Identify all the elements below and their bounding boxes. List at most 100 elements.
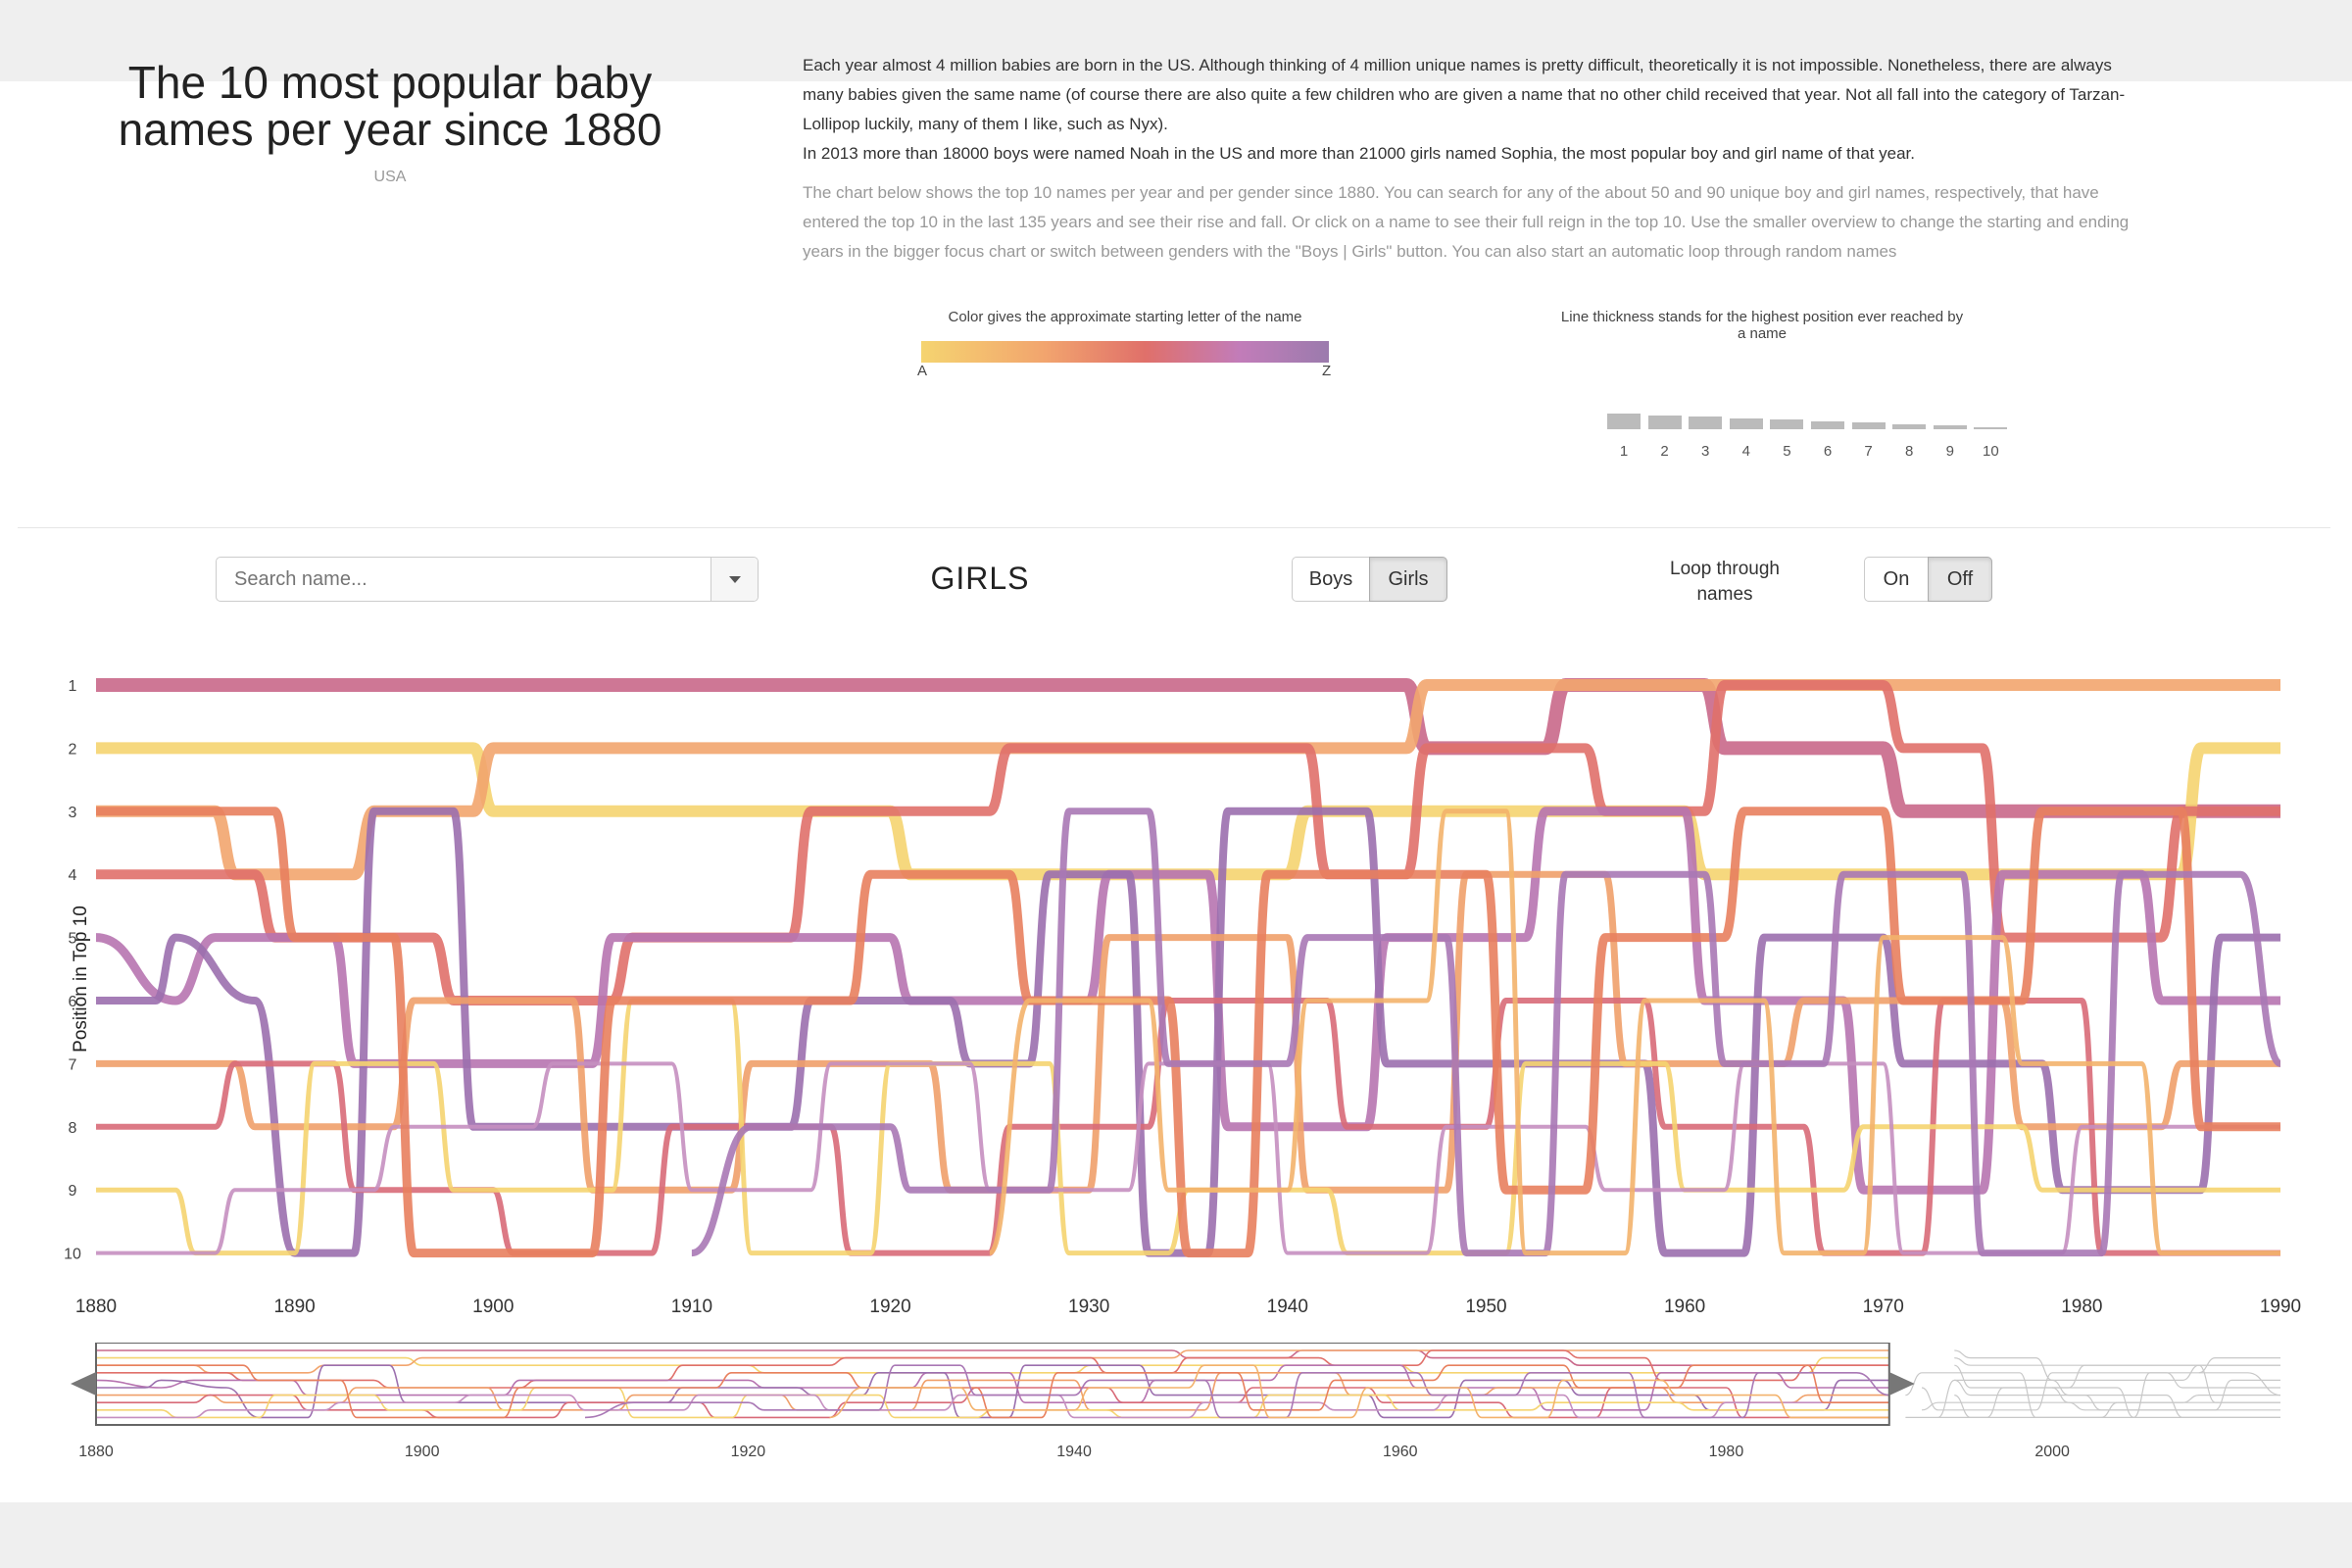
x-tick-1880: 1880	[75, 1297, 117, 1317]
overview-rest-line-12	[1905, 1372, 2280, 1418]
overview-rest-line-5	[1921, 1372, 2280, 1411]
overview-rest-line-6	[1954, 1379, 2280, 1411]
overview-x-tick-1980: 1980	[1709, 1444, 1744, 1460]
overview-line-6	[96, 1364, 1889, 1419]
y-tick-1: 1	[69, 678, 77, 695]
overview-x-tick-1960: 1960	[1383, 1444, 1418, 1460]
thickness-label-7: 7	[1864, 443, 1873, 460]
x-tick-1920: 1920	[869, 1297, 910, 1317]
intro-paragraph-1: Each year almost 4 million babies are bo…	[803, 56, 2126, 133]
thickness-label-3: 3	[1701, 443, 1710, 460]
name-line-9[interactable]	[96, 998, 2280, 1256]
x-tick-1890: 1890	[273, 1297, 315, 1317]
focus-lines[interactable]	[96, 678, 2280, 1258]
overview-chart[interactable]: 1880 1900 1920 1940 1960 1980 2000	[0, 1343, 2352, 1470]
overview-line-12	[584, 1364, 1889, 1419]
overview-rest-line-10	[1954, 1395, 2280, 1418]
thickness-sample-10	[1974, 426, 2008, 429]
section-divider	[18, 527, 2330, 528]
x-tick-1930: 1930	[1068, 1297, 1109, 1317]
name-line-13[interactable]	[988, 808, 2280, 1256]
name-line-11[interactable]	[96, 807, 2280, 1258]
overview-line-7	[96, 1372, 1889, 1411]
x-tick-1990: 1990	[2260, 1297, 2301, 1317]
overview-line-10	[96, 1394, 1889, 1419]
x-tick-1950: 1950	[1465, 1297, 1506, 1317]
name-line-4[interactable]	[96, 680, 2280, 1005]
content-card	[0, 81, 2352, 1502]
thickness-sample-1	[1607, 414, 1641, 429]
y-tick-2: 2	[69, 741, 77, 758]
thickness-label-5: 5	[1783, 443, 1791, 460]
x-tick-1910: 1910	[671, 1297, 712, 1317]
name-line-3[interactable]	[96, 679, 2280, 881]
y-tick-9: 9	[69, 1183, 77, 1200]
x-tick-1970: 1970	[1863, 1297, 1904, 1317]
brush-handle-right-icon[interactable]	[1888, 1372, 1915, 1396]
thickness-label-6: 6	[1823, 443, 1833, 460]
y-tick-4: 4	[69, 867, 77, 884]
brush-handle-left-icon[interactable]	[71, 1372, 96, 1396]
color-legend-end: Z	[1322, 363, 1332, 379]
overview-x-tick-1900: 1900	[405, 1444, 440, 1460]
overview-line-4	[96, 1349, 1889, 1389]
gender-title: GIRLS	[930, 561, 1030, 596]
x-tick-1980: 1980	[2061, 1297, 2102, 1317]
y-tick-6: 6	[69, 994, 77, 1010]
thickness-sample-2	[1647, 415, 1682, 429]
loop-label: Loop through names	[1646, 557, 1803, 608]
thickness-label-9: 9	[1945, 443, 1954, 460]
overview-line-3	[96, 1349, 1889, 1374]
intro-text: Each year almost 4 million babies are bo…	[803, 51, 2135, 169]
name-line-7[interactable]	[96, 870, 2280, 1194]
loop-label-line-2: names	[1696, 584, 1753, 605]
boys-button[interactable]: Boys	[1292, 557, 1370, 602]
girls-button[interactable]: Girls	[1369, 557, 1447, 602]
thickness-sample-5	[1770, 419, 1804, 429]
loop-on-button[interactable]: On	[1864, 557, 1929, 602]
color-legend-caption: Color gives the approximate starting let…	[948, 309, 1302, 325]
y-tick-5: 5	[69, 931, 77, 948]
y-tick-10: 10	[64, 1247, 81, 1263]
overview-rest-line-1	[1954, 1357, 2280, 1366]
thickness-sample-7	[1851, 422, 1886, 429]
thickness-sample-4	[1729, 417, 1763, 429]
y-tick-8: 8	[69, 1120, 77, 1137]
overview-x-tick-1880: 1880	[78, 1444, 114, 1460]
overview-x-ticks: 1880 1900 1920 1940 1960 1980 2000	[78, 1444, 2070, 1460]
loop-off-button[interactable]: Off	[1928, 557, 1992, 602]
thickness-sample-3	[1689, 416, 1723, 429]
focus-chart[interactable]: 1 2 3 4 5 6 7 8 9 10 1880 1890 1900 1910 1920 1930 1940…	[0, 647, 2352, 1333]
color-gradient-bar	[921, 341, 1329, 363]
focus-x-ticks: 1880 1890 1900 1910 1920 1930 1940 1950 1960 1970…	[75, 1297, 2301, 1317]
x-tick-1960: 1960	[1664, 1297, 1705, 1317]
loop-label-line-1: Loop through	[1670, 559, 1780, 579]
overview-rest-line-4	[1954, 1349, 2280, 1381]
overview-rest-line-11	[1954, 1364, 2280, 1403]
x-tick-1940: 1940	[1267, 1297, 1308, 1317]
page-title: The 10 most popular baby names per year …	[118, 57, 662, 155]
thickness-sample-8	[1892, 423, 1927, 429]
thickness-label-4: 4	[1741, 443, 1750, 460]
intro-paragraph-2: In 2013 more than 18000 boys were named …	[803, 144, 1915, 163]
overview-line-13	[829, 1364, 1889, 1419]
thickness-label-10: 10	[1983, 443, 1999, 460]
y-tick-3: 3	[69, 805, 77, 821]
thickness-label-8: 8	[1905, 443, 1914, 460]
name-line-5[interactable]	[96, 807, 2280, 1195]
search-input[interactable]	[216, 557, 759, 602]
brush-selection[interactable]	[95, 1343, 1890, 1426]
search-dropdown-toggle[interactable]	[710, 558, 758, 601]
overview-brush[interactable]	[71, 1343, 1915, 1426]
thickness-label-1: 1	[1619, 443, 1629, 460]
howto-text: The chart below shows the top 10 names p…	[803, 183, 2130, 261]
name-line-12[interactable]	[690, 808, 2280, 1257]
thickness-sample-9	[1933, 425, 1967, 429]
y-tick-7: 7	[69, 1056, 77, 1073]
overview-x-tick-1940: 1940	[1056, 1444, 1092, 1460]
overview-lines	[96, 1349, 2280, 1419]
thickness-sample-6	[1811, 420, 1844, 429]
name-line-10[interactable]	[96, 1061, 2280, 1255]
page-subtitle: USA	[373, 169, 407, 185]
overview-rest-line-13	[1937, 1379, 2280, 1418]
